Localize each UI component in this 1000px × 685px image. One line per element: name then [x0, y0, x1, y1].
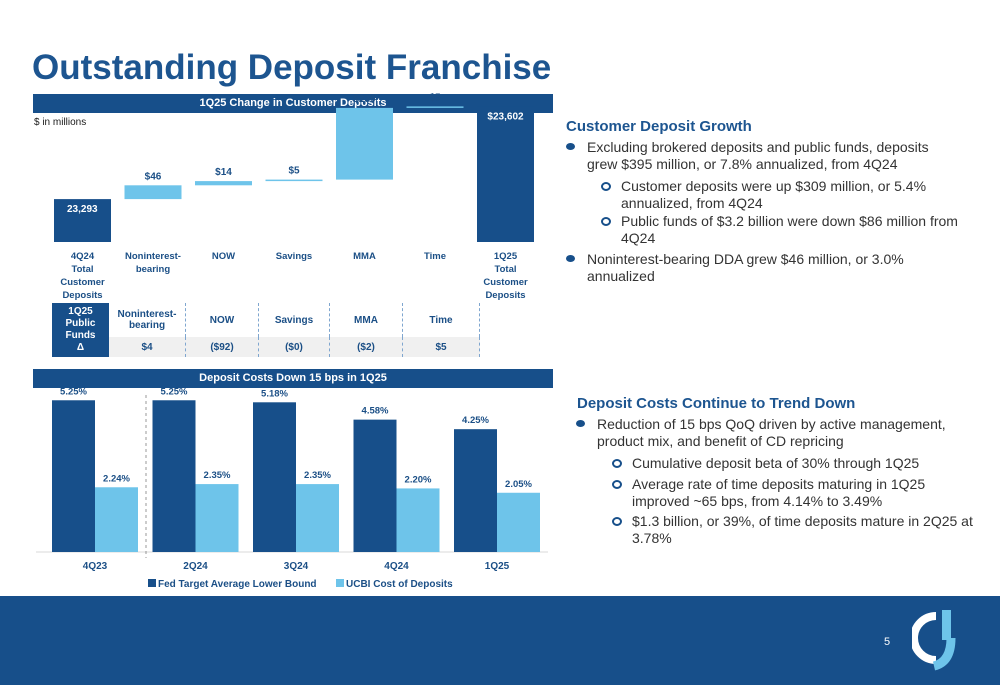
pf-value-noninterest: $4	[109, 337, 186, 357]
costs-heading: Deposit Costs Continue to Trend Down	[577, 395, 856, 412]
cost-bar-label: 5.18%	[261, 388, 288, 399]
category-tick-label: 2Q24	[183, 561, 208, 572]
waterfall-category-label: bearing	[136, 264, 171, 275]
waterfall-category-label: MMA	[353, 251, 376, 262]
page-title: Outstanding Deposit Franchise	[32, 48, 552, 87]
pf-value-savings: ($0)	[258, 337, 330, 357]
growth-bullet-2: Noninterest-bearing DDA grew $46 million…	[566, 251, 957, 285]
cost-bar	[454, 429, 497, 552]
legend-label: UCBI Cost of Deposits	[346, 579, 453, 590]
waterfall-bar-label: $5	[288, 166, 300, 177]
row-label-line: Δ	[76, 342, 85, 353]
pf-header-time: Time	[402, 303, 480, 337]
company-logo-icon	[912, 610, 956, 671]
category-tick-label: 3Q24	[284, 561, 309, 572]
waterfall-bar-label: 23,293	[67, 204, 98, 215]
waterfall-category-label: Total	[495, 264, 517, 275]
costs-sub-bullet-2: Average rate of time deposits maturing i…	[612, 476, 977, 510]
category-tick-label: 4Q23	[83, 561, 108, 572]
cost-bar-label: 5.25%	[161, 386, 188, 397]
public-funds-table: 1Q25 Public Funds Δ Noninterest- bearing…	[52, 303, 480, 357]
waterfall-bar-label: $14	[215, 167, 232, 178]
row-label-line: Funds	[65, 330, 96, 341]
costs-sub-bullet-1: Cumulative deposit beta of 30% through 1…	[612, 455, 977, 472]
waterfall-category-label: Customer	[60, 277, 105, 288]
costs-sub-bullet-3: $1.3 billion, or 39%, of time deposits m…	[612, 513, 977, 547]
waterfall-category-label: Deposits	[485, 290, 525, 301]
pf-header-now: NOW	[185, 303, 259, 337]
pf-value-mma: ($2)	[329, 337, 403, 357]
cost-bar-label: 2.35%	[304, 470, 331, 481]
cost-bar-label: 4.25%	[462, 415, 489, 426]
waterfall-bar	[406, 106, 464, 108]
cost-bar	[396, 488, 440, 552]
pf-header-line: Noninterest-	[117, 309, 177, 320]
waterfall-category-label: 1Q25	[494, 251, 518, 262]
waterfall-category-label: Customer	[483, 277, 528, 288]
category-tick-label: 1Q25	[485, 561, 510, 572]
cost-bar-label: 4.58%	[362, 406, 389, 417]
pf-header-mma: MMA	[329, 303, 403, 337]
waterfall-category-label: 4Q24	[71, 251, 95, 262]
pf-value-now: ($92)	[185, 337, 259, 357]
waterfall-bar	[336, 107, 393, 180]
legend-label: Fed Target Average Lower Bound	[158, 579, 317, 590]
waterfall-bar	[265, 179, 323, 182]
waterfall-category-label: Time	[424, 251, 446, 262]
cost-bar	[52, 400, 95, 552]
waterfall-category-label: Total	[72, 264, 94, 275]
waterfall-category-label: Deposits	[62, 290, 102, 301]
waterfall-category-label: Noninterest-	[125, 251, 181, 262]
waterfall-category-label: NOW	[212, 251, 235, 262]
footer-band	[0, 596, 1000, 685]
units-note: $ in millions	[34, 117, 87, 128]
cost-bar	[497, 492, 540, 552]
waterfall-category-label: Savings	[276, 251, 312, 262]
cost-bar	[152, 400, 196, 552]
growth-sub-bullet-2: Public funds of $3.2 billion were down $…	[601, 213, 966, 247]
cost-bar	[253, 402, 296, 552]
waterfall-title-banner: 1Q25 Change in Customer Deposits	[33, 94, 553, 113]
page-number: 5	[884, 636, 891, 648]
waterfall-bar-label: $23,602	[487, 111, 524, 122]
legend-swatch	[336, 579, 344, 587]
category-tick-label: 4Q24	[384, 561, 409, 572]
costs-chart-title-banner: Deposit Costs Down 15 bps in 1Q25	[33, 369, 553, 388]
waterfall-chart: 23,293 4Q24 Total Customer Deposits $46 Nonint…	[54, 92, 534, 301]
public-funds-row-label: 1Q25 Public Funds Δ	[52, 303, 109, 357]
cost-bar-label: 2.20%	[405, 474, 432, 485]
waterfall-bar	[54, 199, 111, 242]
cost-bar	[95, 487, 138, 552]
deposit-costs-chart: 5.25% 2.24% 4Q23 5.25% 2.35% 2Q24 5.18% 2.35% 3Q…	[36, 386, 548, 590]
waterfall-bar-label: $239	[353, 94, 376, 105]
cost-bar-label: 2.24%	[103, 473, 130, 484]
cost-bar-label: 2.35%	[204, 470, 231, 481]
waterfall-bar	[124, 185, 182, 200]
growth-heading: Customer Deposit Growth	[566, 118, 752, 135]
pf-header-line: bearing	[128, 320, 166, 331]
pf-value-time: $5	[402, 337, 480, 357]
pf-header-noninterest: Noninterest- bearing	[109, 303, 186, 337]
growth-bullet-1: Excluding brokered deposits and public f…	[566, 139, 957, 173]
row-label-line: Public	[65, 318, 96, 329]
cost-bar-label: 2.05%	[505, 479, 532, 490]
waterfall-bar-label: $46	[145, 171, 162, 182]
pf-header-savings: Savings	[258, 303, 330, 337]
cost-bar	[353, 419, 397, 552]
waterfall-bar-label: $5	[429, 92, 441, 103]
waterfall-bar	[477, 106, 534, 243]
legend-swatch	[148, 579, 156, 587]
costs-bullet-1: Reduction of 15 bps QoQ driven by active…	[576, 416, 987, 450]
cost-bar-label: 5.25%	[60, 386, 87, 397]
cost-bar	[296, 484, 339, 552]
waterfall-bar	[195, 181, 252, 186]
row-label-line: 1Q25	[68, 306, 93, 317]
growth-sub-bullet-1: Customer deposits were up $309 million, …	[601, 178, 966, 212]
cost-bar	[195, 484, 239, 552]
